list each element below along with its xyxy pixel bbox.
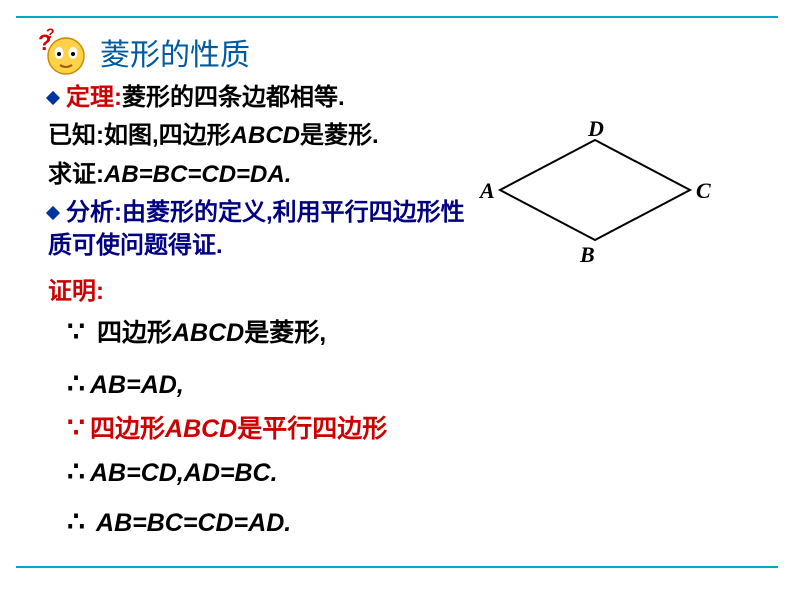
proof-step-2: ∴AB=AD,: [62, 366, 774, 404]
p3-text-1: 四边形: [90, 415, 165, 443]
analysis-line: 分析:由菱形的定义,利用平行四边形性质可使问题得证.: [48, 197, 468, 262]
therefore-icon: ∴: [62, 454, 90, 492]
therefore-icon: ∴: [62, 504, 90, 542]
because-icon: ∵: [62, 314, 90, 352]
proof-step-5: ∴ AB=BC=CD=AD.: [62, 504, 774, 542]
diamond-bullet-icon: [46, 91, 60, 105]
given-text-1: 如图,四边形: [104, 122, 231, 149]
proof-step-4: ∴AB=CD,AD=BC.: [62, 454, 774, 492]
svg-text:?: ?: [46, 28, 55, 41]
bottom-rule: [16, 566, 778, 568]
theorem-text: 菱形的四条边都相等.: [122, 84, 345, 111]
diamond-bullet-icon: [46, 206, 60, 220]
prove-eq: AB=BC=CD=DA.: [104, 161, 291, 188]
because-icon: ∵: [62, 410, 90, 448]
given-text-2: 是菱形.: [300, 122, 379, 149]
title-row: ? ? 菱形的性质: [36, 28, 250, 76]
p4-text: AB=CD,AD=BC.: [90, 459, 278, 487]
p3-text-2: 是平行四边形: [237, 415, 387, 443]
rhombus-shape: [500, 140, 690, 240]
therefore-icon: ∴: [62, 366, 90, 404]
p5-text: AB=BC=CD=AD.: [96, 509, 291, 537]
given-label: 已知:: [48, 122, 104, 149]
proof-step-3: ∵四边形ABCD是平行四边形: [62, 410, 774, 448]
prove-label: 求证:: [48, 161, 104, 188]
rhombus-diagram: A B C D: [470, 120, 730, 290]
p3-abcd: ABCD: [165, 415, 237, 443]
given-abcd: ABCD: [231, 122, 300, 149]
p1-text-1: 四边形: [97, 319, 172, 347]
p1-text-2: 是菱形,: [244, 319, 326, 347]
thinking-face-icon: ? ?: [36, 28, 96, 76]
page-title: 菱形的性质: [100, 30, 250, 74]
vertex-b: B: [580, 242, 595, 268]
vertex-a: A: [480, 178, 495, 204]
vertex-c: C: [696, 178, 711, 204]
analysis-label: 分析:: [66, 199, 122, 226]
top-rule: [16, 16, 778, 18]
proof-step-1: ∵ 四边形ABCD是菱形,: [62, 314, 774, 352]
vertex-d: D: [588, 116, 604, 142]
theorem-label: 定理:: [66, 84, 122, 111]
proof-label: 证明:: [48, 278, 104, 305]
p2-text: AB=AD,: [90, 371, 184, 399]
theorem-line: 定理:菱形的四条边都相等.: [48, 82, 774, 114]
p1-abcd: ABCD: [172, 319, 244, 347]
